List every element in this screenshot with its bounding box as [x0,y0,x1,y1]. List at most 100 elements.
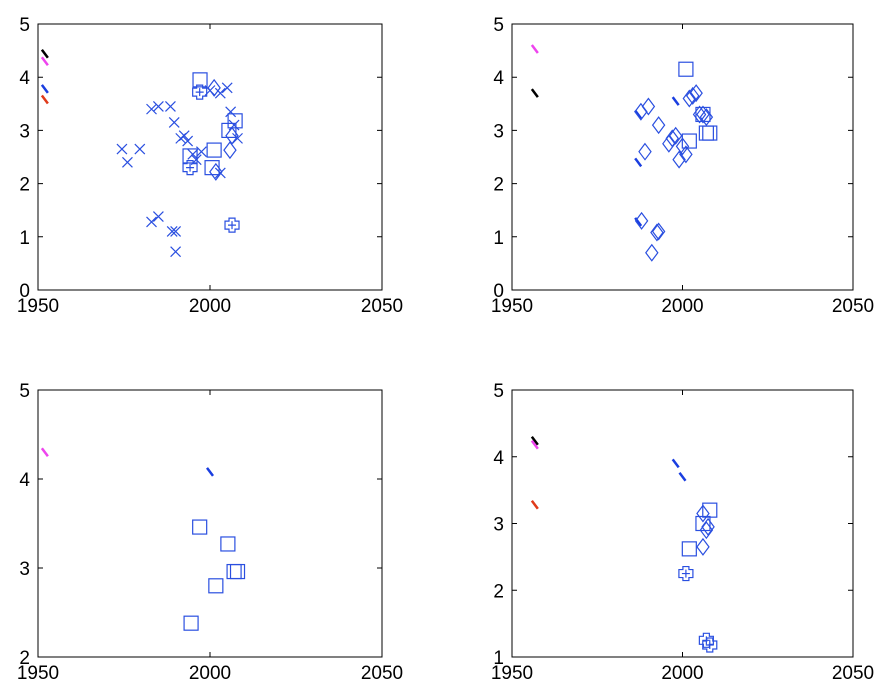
diamond-marker [689,84,703,103]
diamond-marker [665,129,680,148]
square-marker [206,142,222,158]
y-tick-label: 4 [493,448,504,469]
x-tick-label: 1950 [491,663,533,684]
diamond-marker [692,105,707,124]
subplot: 1950 2000 2050 2 3 4 5 [17,381,403,684]
subplot: 1950 2000 2050 0 1 2 3 4 5 [17,15,403,317]
diamond-marker [672,150,686,169]
x-marker [170,246,182,258]
x-marker [152,101,164,112]
x-tick-label: 1950 [17,296,59,317]
x-marker [182,135,194,147]
x-marker [170,226,182,237]
y-tick-label: 5 [19,381,30,402]
diamond-marker [679,145,693,164]
square-marker [192,519,208,535]
tick-marker [530,439,539,450]
subplot: 1950 2000 2050 1 2 3 4 5 [491,381,874,684]
diamond-marker [651,116,666,135]
circle-marker [702,637,718,653]
y-tick-label: 1 [19,228,30,249]
square-marker [221,122,237,139]
square-marker [192,72,208,88]
square-marker [678,61,694,77]
x-marker [168,116,180,128]
x-marker [116,143,128,155]
x-marker [214,87,226,99]
circle-marker [678,565,694,582]
y-tick-label: 5 [19,15,30,36]
x-tick-label: 2000 [661,663,703,684]
x-tick-label: 2050 [361,663,403,684]
diamond-marker [651,222,666,241]
tick-marker [530,500,539,510]
x-tick-label: 2050 [832,296,874,317]
tick-marker [40,94,49,105]
circle-marker [182,160,198,176]
diamond-marker [675,137,690,156]
square-marker [681,133,697,149]
square-marker [695,106,711,123]
circle-marker [224,217,240,233]
x-marker [146,216,157,228]
diamond-marker [223,141,237,160]
diamond-marker [696,537,710,556]
square-marker [229,563,246,580]
y-tick-label: 2 [19,175,30,196]
tick-marker [40,84,49,94]
y-tick-label: 4 [19,68,30,89]
y-tick-label: 4 [19,470,30,491]
square-marker [182,148,198,164]
diamond-marker [668,126,683,145]
diamond-marker [696,105,710,124]
y-tick-label: 5 [493,381,504,402]
axes-frame [37,389,383,658]
tick-marker [634,109,643,120]
square-marker [220,536,236,552]
square-marker [681,541,697,557]
diamond-marker [685,86,700,105]
tick-marker [530,88,539,98]
x-tick-label: 1950 [491,296,533,317]
y-tick-label: 5 [493,15,504,36]
x-tick-label: 2000 [189,663,231,684]
square-marker [702,502,718,518]
y-tick-label: 4 [493,68,504,89]
tick-marker [40,447,49,458]
y-tick-label: 2 [493,175,504,196]
x-marker [146,103,157,115]
diamond-marker [682,89,697,108]
tick-marker [40,56,49,66]
subplot: 1950 2000 2050 0 1 2 3 4 5 [491,15,874,317]
x-tick-label: 1950 [17,663,59,684]
axes-frame [511,389,854,658]
diamond-marker [650,223,664,242]
tick-marker [530,435,539,446]
square-marker [208,578,224,594]
tick-marker [634,157,643,168]
x-tick-label: 2050 [361,296,403,317]
x-marker [225,106,237,118]
diamond-marker [207,78,221,97]
x-tick-label: 2000 [661,296,703,317]
x-marker [187,148,199,160]
circle-marker [192,84,208,100]
diamond-marker [209,162,223,181]
square-marker [204,160,220,176]
x-tick-label: 2050 [832,663,874,684]
x-marker [134,143,146,155]
tick-marker [530,44,539,54]
tick-marker [678,472,687,482]
x-marker [195,146,207,158]
y-tick-label: 3 [493,121,504,142]
y-tick-label: 1 [493,228,504,249]
diamond-marker [662,134,676,153]
tick-marker [40,49,49,59]
x-marker [221,82,233,94]
square-marker [227,113,243,129]
diamond-marker [645,243,659,262]
square-marker [698,125,714,141]
x-marker [166,226,178,237]
x-marker [178,130,190,142]
